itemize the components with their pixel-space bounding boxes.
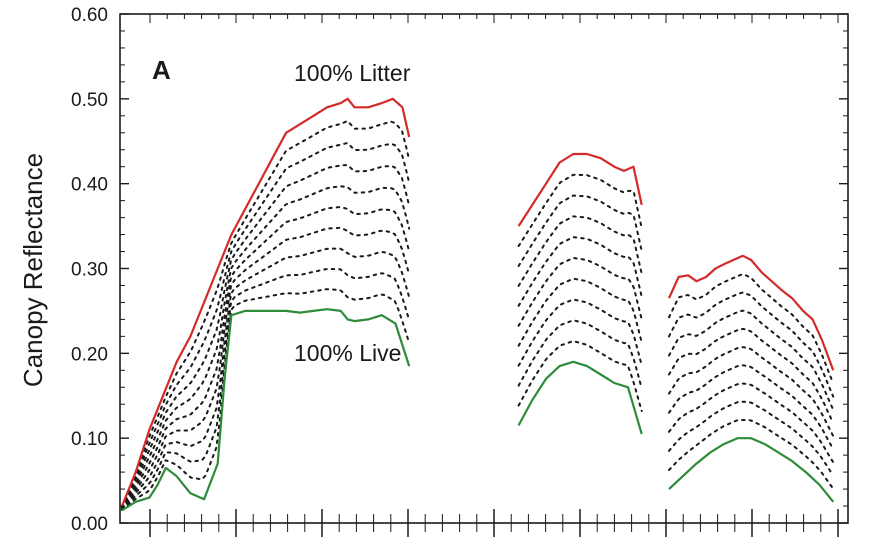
y-tick-label: 0.50 — [71, 90, 108, 111]
mixture-line — [517, 215, 643, 287]
y-tick-label: 0.00 — [71, 514, 108, 535]
mixture-line — [668, 364, 835, 451]
mixture-line — [517, 256, 643, 327]
y-tick-label: 0.10 — [71, 429, 108, 450]
mixture-line — [517, 298, 643, 367]
mixture-line — [121, 247, 411, 510]
y-tick-label: 0.60 — [71, 5, 108, 26]
mixture-line — [668, 382, 835, 464]
mixture-line — [517, 319, 643, 390]
mixture-line — [121, 206, 411, 510]
live-line — [668, 437, 835, 503]
mixture-line — [121, 185, 411, 509]
panel-label: A — [152, 55, 171, 85]
mixture-line — [121, 288, 411, 511]
annotation-100-live: 100% Live — [294, 340, 401, 366]
annotation-100-litter: 100% Litter — [294, 60, 411, 86]
y-tick-label: 0.30 — [71, 260, 108, 281]
mixture-line — [517, 340, 643, 412]
mixture-line — [668, 419, 835, 490]
y-tick-label: 0.40 — [71, 175, 108, 196]
live-line — [517, 360, 643, 435]
mixture-line — [668, 291, 835, 398]
mixture-line — [517, 194, 643, 267]
y-axis-title: Canopy Reflectance — [18, 153, 48, 387]
litter-line — [517, 152, 643, 227]
mixture-lines — [121, 119, 835, 511]
mixture-line — [121, 226, 411, 510]
mixture-line — [668, 309, 835, 411]
mixture-line — [121, 141, 411, 508]
y-tick-label: 0.20 — [71, 344, 108, 365]
litter-line — [667, 254, 835, 371]
mixture-line — [668, 328, 835, 424]
mixture-line — [121, 119, 411, 508]
mixture-line — [668, 400, 835, 477]
endmember-series — [120, 97, 835, 512]
axis-ticks: 0.00 0.10 0.20 0.30 0.40 0.50 0.60 — [71, 5, 848, 537]
mixture-line — [517, 236, 643, 307]
live-line — [121, 308, 411, 512]
mixture-line — [517, 173, 643, 247]
mixture-line — [121, 267, 411, 511]
mixture-line — [517, 277, 643, 347]
mixture-line — [668, 346, 835, 437]
mixture-line — [121, 163, 411, 509]
litter-line — [120, 97, 411, 507]
